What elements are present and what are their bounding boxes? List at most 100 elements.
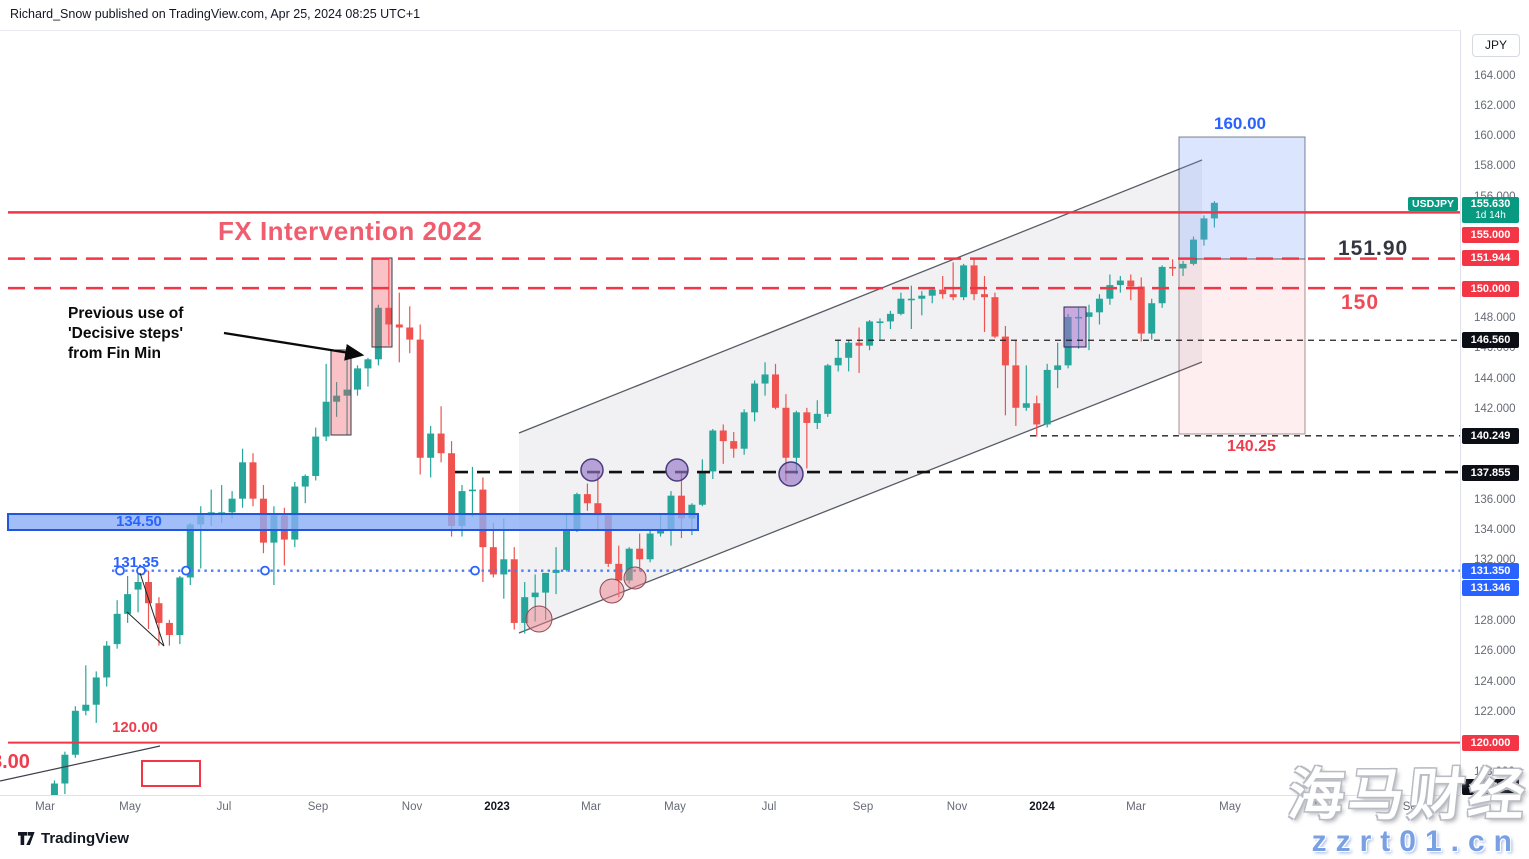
candle-body: [186, 524, 194, 578]
candle-body: [897, 298, 905, 314]
price-tag-150.000: 150.000: [1462, 281, 1519, 297]
candle-body: [468, 489, 476, 492]
candle-body: [803, 412, 811, 423]
candle-body: [1210, 202, 1218, 219]
price-tag-137.855: 137.855: [1462, 465, 1519, 481]
time-label-May: May: [119, 801, 141, 813]
tradingview-logo-icon: [18, 831, 35, 845]
candle-body: [1190, 239, 1197, 264]
fx-box-1: [371, 257, 393, 348]
purple-highlight-circle: [580, 458, 604, 482]
candle-body: [824, 365, 832, 414]
candle-body: [981, 294, 988, 298]
candle-body: [1054, 365, 1062, 370]
chart-canvas[interactable]: [0, 30, 1460, 795]
tradingview-logo[interactable]: TradingView: [18, 830, 129, 847]
candle-body: [239, 462, 247, 499]
candle-body: [521, 597, 529, 623]
price-axis[interactable]: JPY 164.000162.000160.000158.000156.0001…: [1460, 30, 1529, 795]
candle-body: [636, 548, 644, 560]
candle-body: [740, 412, 748, 449]
candle-body: [625, 548, 633, 581]
level-touch-marker: [260, 565, 270, 576]
time-label-May: May: [1219, 801, 1241, 813]
time-label-Mar: Mar: [1126, 801, 1146, 813]
time-label-Jul: Jul: [216, 801, 232, 813]
candle-body: [970, 265, 978, 295]
candle-body: [374, 307, 382, 360]
target-box-blue: [1178, 136, 1306, 260]
candle-body: [845, 342, 853, 358]
candle-body: [646, 533, 654, 560]
candle-body: [82, 704, 90, 711]
candle-body: [730, 441, 738, 449]
level-label-150: 150: [1341, 291, 1380, 314]
candle-body: [1012, 365, 1020, 408]
wedge-line: [126, 611, 165, 647]
candle-body: [333, 395, 341, 402]
candle-body: [1200, 218, 1208, 240]
candle-body: [531, 592, 539, 598]
candle-body: [1022, 403, 1030, 408]
candle-body: [855, 342, 863, 346]
candle-body: [103, 645, 111, 678]
price-tick: 126.000: [1474, 645, 1516, 658]
candle-body: [1179, 263, 1187, 269]
candle-body: [448, 453, 456, 526]
candle-body: [960, 265, 968, 298]
time-label-Nov: Nov: [401, 801, 423, 813]
candle-body: [385, 307, 393, 325]
candle-body: [677, 495, 685, 519]
price-tag-146.560: 146.560: [1462, 332, 1519, 348]
price-tag-131.350: 131.350: [1462, 563, 1519, 579]
purple-highlight-circle: [778, 461, 804, 487]
candle-body: [573, 494, 581, 529]
candle-body: [667, 495, 675, 529]
candle-body: [866, 321, 874, 346]
pink-highlight-circle: [525, 605, 553, 633]
candle-body: [395, 324, 403, 328]
candle-body: [792, 412, 800, 458]
candle-body: [113, 613, 121, 645]
purple-box: [1063, 306, 1087, 348]
candle-body: [563, 528, 570, 570]
candle-body: [343, 389, 351, 396]
currency-toggle-button[interactable]: JPY: [1472, 34, 1520, 57]
tradingview-logo-text: TradingView: [41, 830, 130, 847]
candle-body: [61, 754, 69, 784]
time-label-Sep: Sep: [307, 801, 329, 813]
candle-body: [145, 582, 152, 604]
level-touch-marker: [181, 565, 191, 576]
candle-body: [1033, 403, 1041, 425]
candle-body: [1001, 336, 1009, 366]
pink-highlight-circle: [623, 566, 647, 590]
candle-body: [50, 783, 58, 795]
time-label-Mar: Mar: [581, 801, 601, 813]
level-label-131-35: 131.35: [113, 554, 159, 571]
candle-body: [458, 491, 466, 526]
candle-body: [876, 321, 884, 324]
price-tick: 128.000: [1474, 614, 1516, 627]
level-touch-marker: [115, 565, 125, 576]
band-label-134-50: 134.50: [116, 513, 162, 530]
candle-body: [427, 433, 435, 458]
trendline: [0, 745, 161, 782]
price-tick: 162.000: [1474, 99, 1516, 112]
time-axis[interactable]: Mar May Jul Sep Nov 2023 Mar May Jul Sep Nov 2024 Ma…: [0, 795, 1460, 823]
candle-body: [719, 430, 727, 442]
candle-body: [1095, 298, 1103, 313]
candle-body: [1106, 285, 1114, 299]
price-tag-155.000: 155.000: [1462, 227, 1519, 243]
target-box-pink: [1178, 258, 1306, 435]
price-tag-151.944: 151.944: [1462, 250, 1519, 266]
candle-body: [1137, 286, 1145, 334]
candle-body: [354, 368, 361, 390]
price-tag-120.000: 120.000: [1462, 735, 1519, 751]
candle-body: [709, 430, 717, 472]
candle-body: [751, 383, 759, 413]
candle-body: [249, 462, 257, 499]
candle-body: [165, 622, 173, 636]
price-tag-140.249: 140.249: [1462, 428, 1519, 444]
time-label-Sep: Sep: [852, 801, 874, 813]
candle-body: [1169, 266, 1177, 269]
